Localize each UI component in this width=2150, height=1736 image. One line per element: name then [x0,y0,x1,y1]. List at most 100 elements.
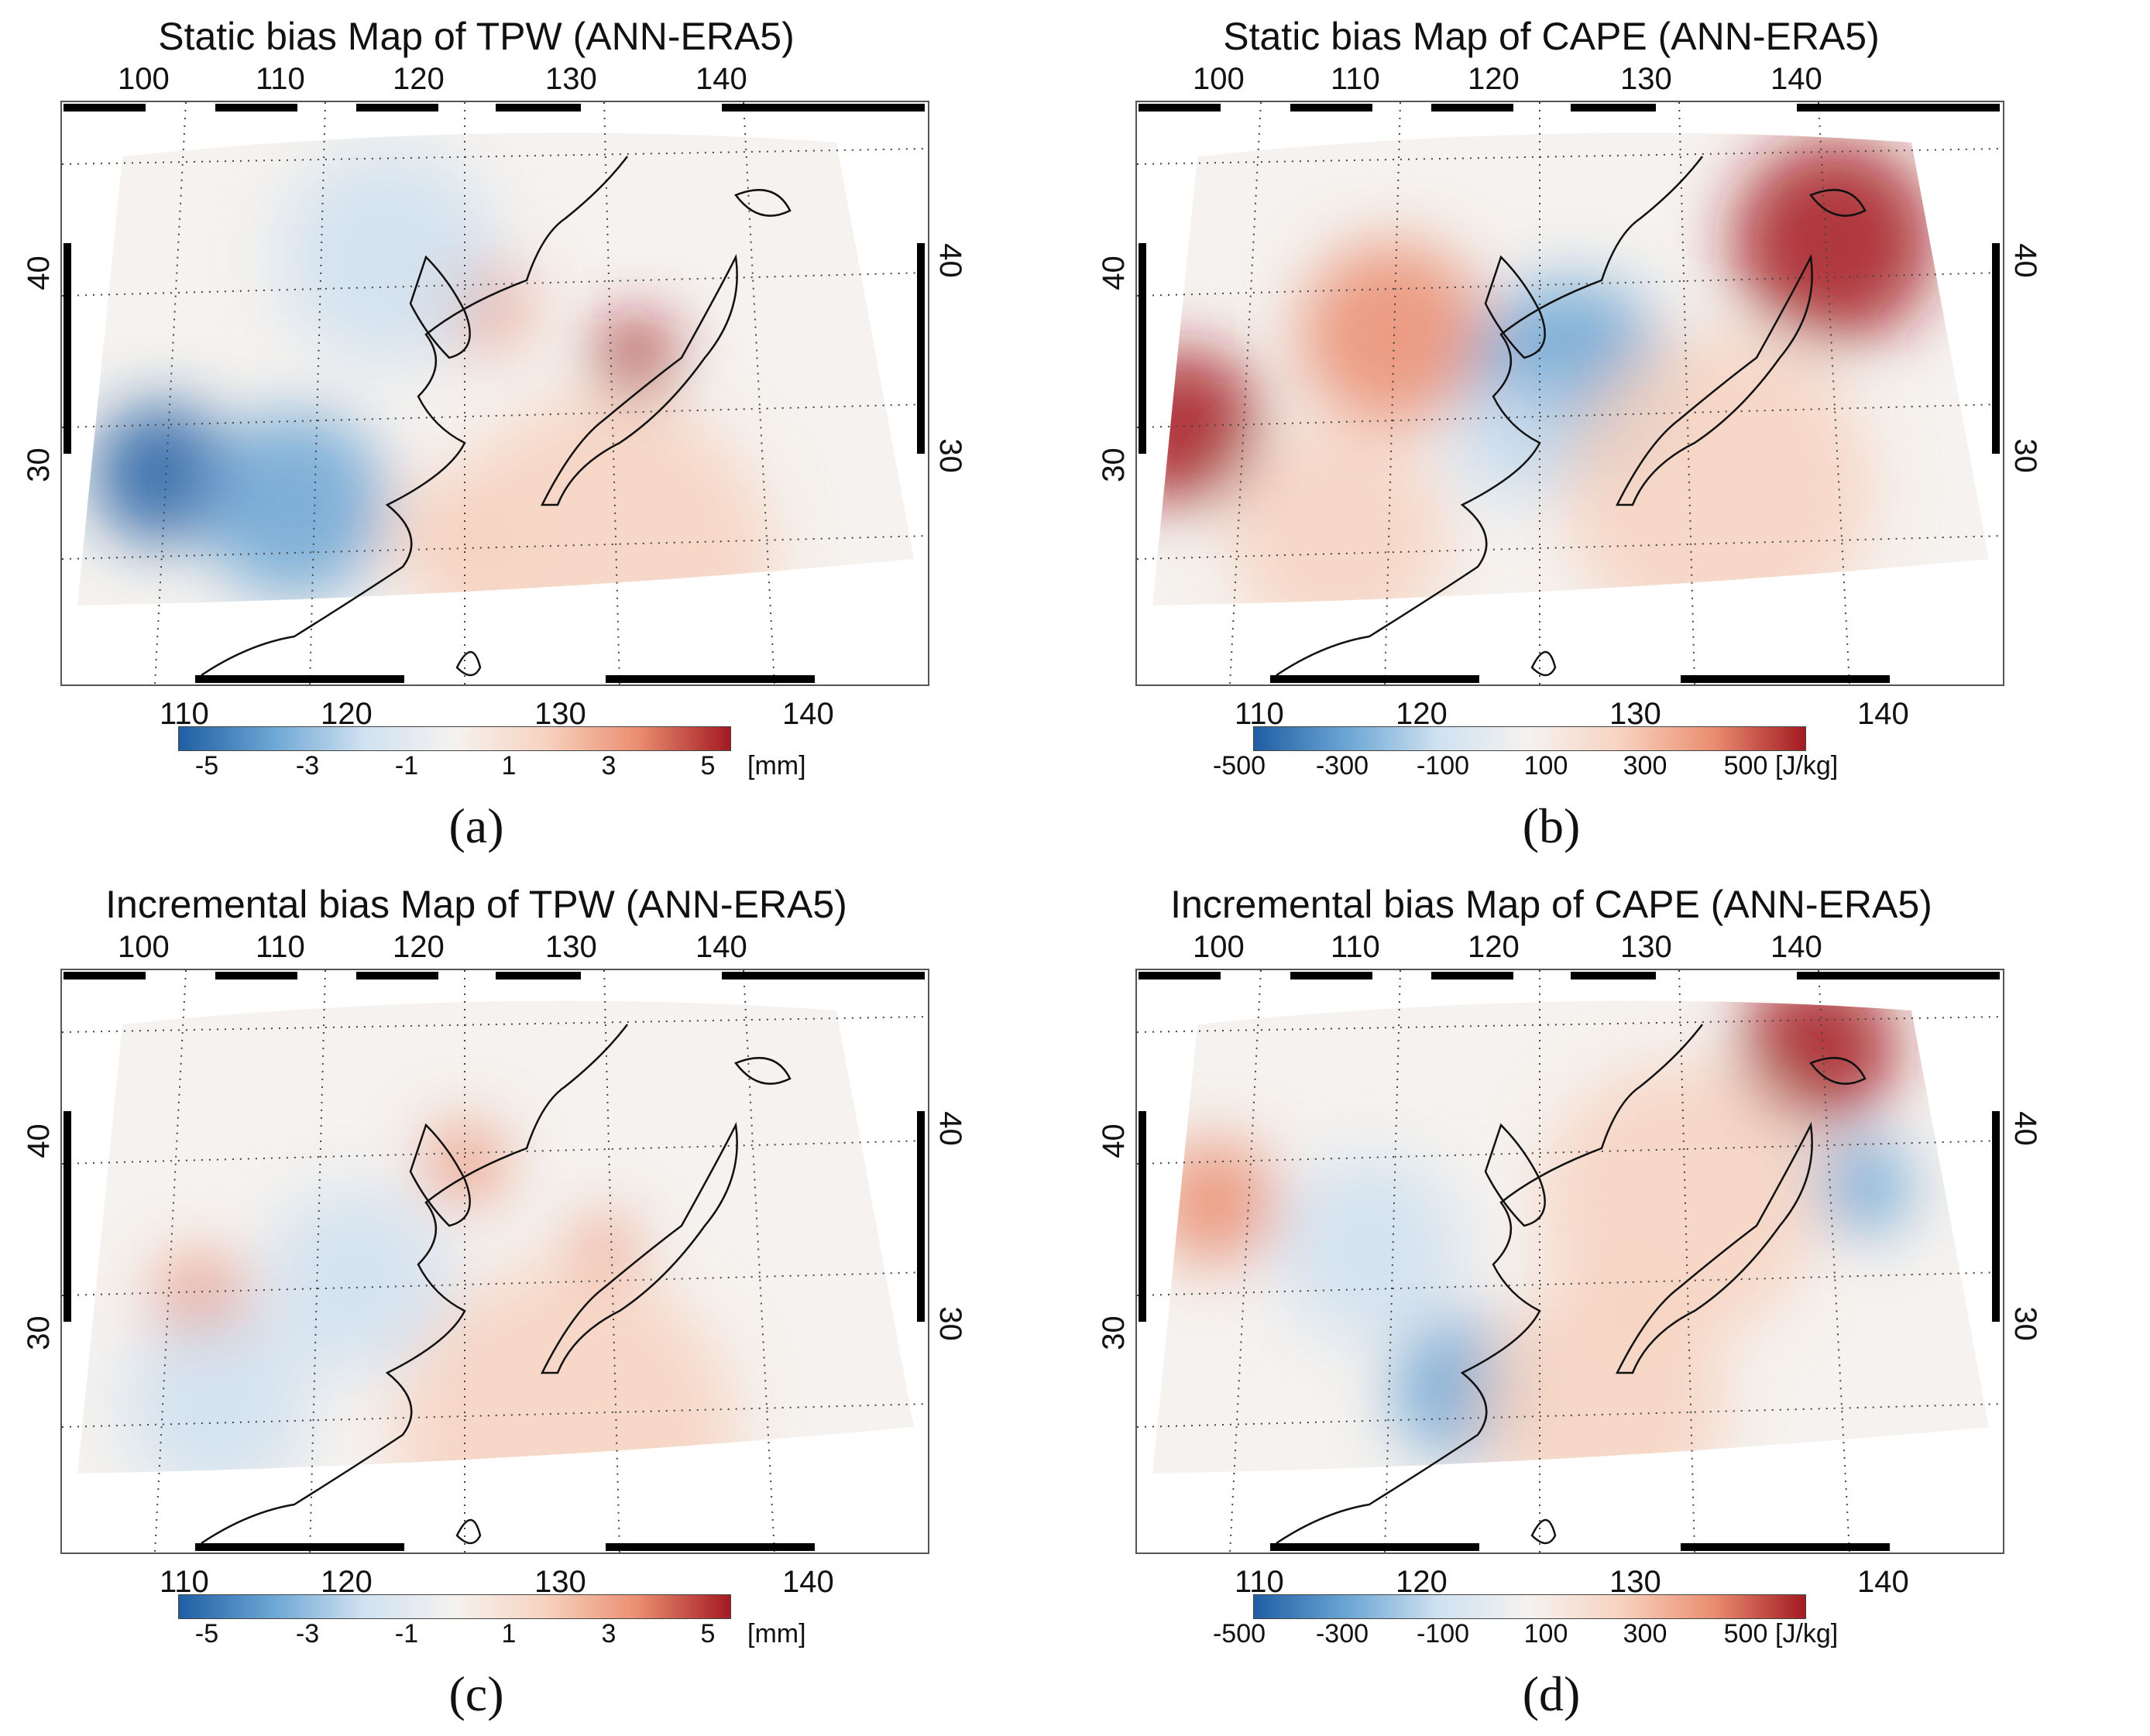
colorbar-unit: [mm] [747,751,806,781]
colorbar-tick: -100 [1416,1619,1470,1649]
colorbar [1253,726,1806,751]
panel-title: Static bias Map of TPW (ANN-ERA5) [158,15,795,58]
lon-tick-bottom: 130 [1609,1565,1661,1599]
panel-label: (c) [448,1666,504,1721]
panel-b: Static bias Map of CAPE (ANN-ERA5) 100 1… [1075,0,2150,868]
lon-tick-bottom: 130 [1609,697,1661,731]
colorbar-tick: -5 [194,751,219,781]
lat-tick-right: 30 [932,438,967,473]
bias-map [62,102,928,684]
lon-tick-bottom: 110 [1235,1565,1284,1599]
lat-tick-left: 30 [1096,1316,1131,1350]
lat-tick-left: 40 [1096,256,1131,290]
lat-tick-left: 30 [21,448,56,482]
lat-tick-left: 30 [1096,448,1131,482]
lat-tick-right: 40 [2007,1111,2042,1146]
colorbar-tick: 300 [1623,1619,1667,1649]
panel-d: Incremental bias Map of CAPE (ANN-ERA5) … [1075,868,2150,1736]
lon-tick-bottom: 120 [321,697,373,731]
map-frame [1135,101,2004,686]
lon-tick-top: 130 [545,930,597,964]
colorbar-tick: -500 [1212,1619,1266,1649]
panel-label: (b) [1522,798,1581,853]
colorbar-tick: -500 [1212,751,1266,781]
colorbar-tick: 5 [700,751,716,781]
lon-tick-top: 130 [545,62,597,96]
lon-tick-bottom: 120 [1396,697,1448,731]
lon-tick-bottom: 120 [321,1565,373,1599]
lon-tick-top: 110 [1331,62,1380,96]
lat-tick-right: 40 [2007,243,2042,278]
panel-title: Incremental bias Map of TPW (ANN-ERA5) [105,883,847,926]
lon-tick-bottom: 120 [1396,1565,1448,1599]
lat-tick-left: 40 [1096,1124,1131,1158]
lon-tick-top: 110 [256,62,305,96]
lon-tick-top: 140 [695,930,747,964]
lon-tick-bottom: 130 [534,697,586,731]
lon-tick-bottom: 110 [160,1565,209,1599]
colorbar-unit: [J/kg] [1775,1619,1839,1649]
lat-tick-right: 40 [932,1111,967,1146]
lon-tick-bottom: 110 [160,697,209,731]
map-frame [60,101,929,686]
lon-tick-bottom: 140 [782,697,834,731]
lon-tick-top: 100 [118,930,170,964]
colorbar [178,726,731,751]
lon-tick-bottom: 110 [1235,697,1284,731]
panel-label: (a) [448,798,504,853]
lon-tick-bottom: 130 [534,1565,586,1599]
lon-tick-top: 100 [1193,930,1245,964]
panel-label: (d) [1522,1666,1581,1721]
panel-title: Static bias Map of CAPE (ANN-ERA5) [1223,15,1880,58]
colorbar-tick: -300 [1315,751,1369,781]
colorbar-tick: 100 [1523,751,1568,781]
lon-tick-top: 140 [1770,62,1822,96]
colorbar-tick: -100 [1416,751,1470,781]
lat-tick-right: 30 [932,1306,967,1341]
colorbar-tick: 5 [700,1619,716,1649]
lat-tick-right: 30 [2007,1306,2042,1341]
panel-c: Incremental bias Map of TPW (ANN-ERA5) 1… [0,868,1075,1736]
map-frame [1135,969,2004,1554]
colorbar-tick: -300 [1315,1619,1369,1649]
colorbar-tick: 100 [1523,1619,1568,1649]
lon-tick-bottom: 140 [782,1565,834,1599]
lat-tick-right: 30 [2007,438,2042,473]
lon-tick-top: 100 [118,62,170,96]
lon-tick-top: 120 [393,62,445,96]
colorbar-tick: 300 [1623,751,1667,781]
lat-tick-right: 40 [932,243,967,278]
colorbar-unit: [J/kg] [1775,751,1839,781]
bias-map [62,970,928,1552]
bias-map [1137,970,2003,1552]
lat-tick-left: 40 [21,1124,56,1158]
colorbar-tick: -5 [194,1619,219,1649]
lon-tick-top: 120 [1468,62,1520,96]
panel-title: Incremental bias Map of CAPE (ANN-ERA5) [1170,883,1932,926]
colorbar-tick: 1 [501,751,517,781]
bias-map [1137,102,2003,684]
lon-tick-top: 130 [1620,930,1672,964]
lon-tick-top: 110 [1331,930,1380,964]
lon-tick-bottom: 140 [1857,697,1909,731]
colorbar-unit: [mm] [747,1619,806,1649]
colorbar-tick: 500 [1723,751,1768,781]
colorbar-tick: -3 [295,751,320,781]
colorbar-tick: 3 [601,751,616,781]
colorbar [1253,1594,1806,1619]
colorbar-tick: -3 [295,1619,320,1649]
colorbar-tick: -1 [394,751,419,781]
panel-a: Static bias Map of TPW (ANN-ERA5) 100 11… [0,0,1075,868]
lon-tick-top: 120 [1468,930,1520,964]
lon-tick-top: 120 [393,930,445,964]
colorbar-tick: 500 [1723,1619,1768,1649]
lon-tick-top: 140 [1770,930,1822,964]
lon-tick-bottom: 140 [1857,1565,1909,1599]
colorbar [178,1594,731,1619]
lon-tick-top: 110 [256,930,305,964]
lon-tick-top: 130 [1620,62,1672,96]
map-frame [60,969,929,1554]
lon-tick-top: 100 [1193,62,1245,96]
lat-tick-left: 30 [21,1316,56,1350]
colorbar-tick: 3 [601,1619,616,1649]
